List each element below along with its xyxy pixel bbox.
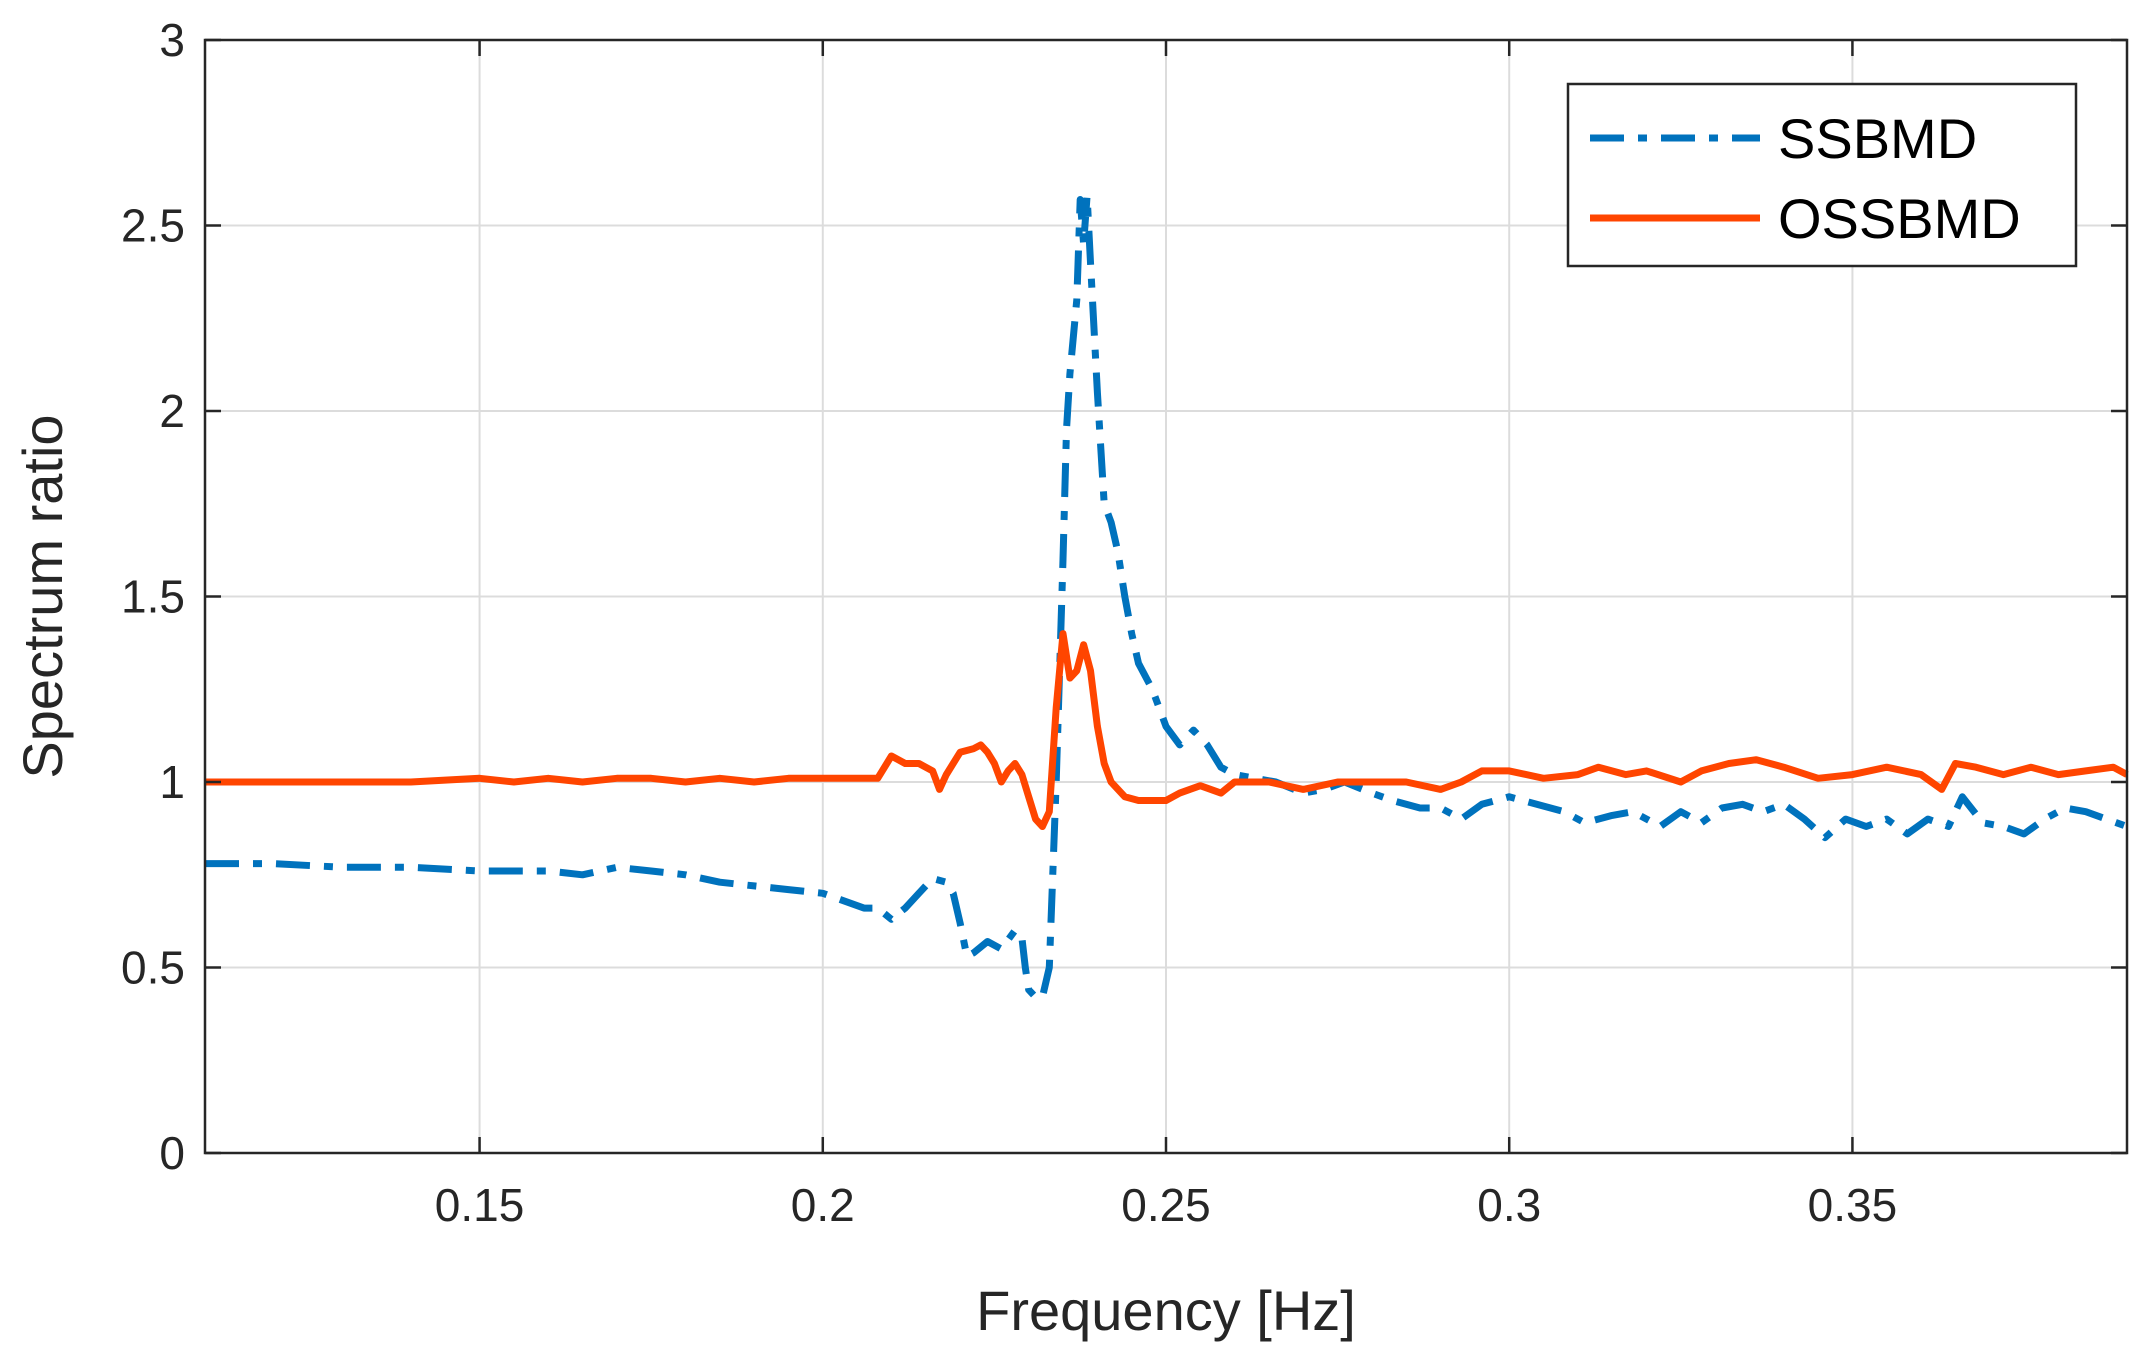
legend-box [1566,82,2078,268]
y-axis-label: Spectrum ratio [11,414,74,778]
y-tick-label: 1 [159,756,185,808]
x-tick-label: 0.15 [435,1179,525,1231]
y-tick-label: 1.5 [121,571,185,623]
series-line-ossbmd [205,630,2129,830]
series-line-ssbmd [205,192,2129,1001]
x-tick-label: 0.35 [1808,1179,1898,1231]
legend-label-ssbmd: SSBMD [1778,107,1977,170]
y-tick-label: 3 [159,14,185,66]
x-tick-label: 0.25 [1121,1179,1211,1231]
plot-series [205,192,2129,1001]
legend: SSBMD OSSBMD [1566,82,2078,268]
y-tick-label: 0 [159,1127,185,1179]
y-tick-label: 2.5 [121,200,185,252]
x-tick-label: 0.3 [1477,1179,1541,1231]
y-tick-label: 2 [159,385,185,437]
x-tick-label: 0.2 [791,1179,855,1231]
legend-label-ossbmd: OSSBMD [1778,187,2021,250]
ticks: 0.15 0.2 0.25 0.3 0.35 0 0.5 1 1.5 2 2.5 3 [121,14,2127,1231]
y-tick-label: 0.5 [121,942,185,994]
x-axis-label: Frequency [Hz] [976,1279,1356,1342]
